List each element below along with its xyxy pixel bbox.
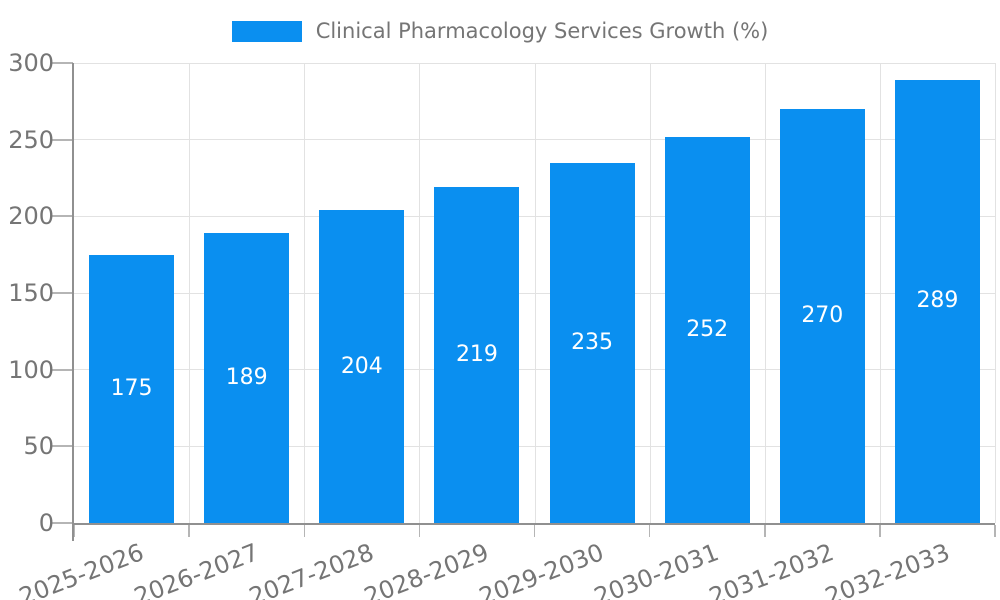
gridline-x — [764, 63, 766, 523]
y-tick — [52, 138, 73, 141]
y-tick-label: 150 — [8, 279, 54, 307]
x-tick-label: 2031-2032 — [705, 538, 838, 600]
bar-2025-2026[interactable] — [89, 254, 175, 523]
bar-value-label: 219 — [455, 342, 498, 368]
y-tick-label: 100 — [8, 355, 54, 384]
bar-value-label: 189 — [225, 365, 268, 391]
x-tick — [303, 525, 305, 537]
gridline-x — [304, 63, 306, 523]
x-tick — [73, 525, 75, 537]
bar-2026-2027[interactable] — [204, 233, 290, 523]
y-tick — [52, 62, 73, 64]
gridline-x — [879, 63, 881, 523]
x-tick-label: 2027-2028 — [245, 538, 378, 600]
y-tick-label: 300 — [8, 49, 54, 77]
gridline-x — [534, 63, 536, 523]
y-tick — [52, 445, 73, 448]
y-tick — [52, 292, 73, 294]
bar-2031-2032[interactable] — [779, 109, 865, 523]
gridline-x — [995, 63, 996, 523]
y-axis-line — [72, 63, 74, 541]
y-tick — [52, 368, 73, 371]
bar-value-label: 270 — [801, 303, 844, 328]
x-tick — [994, 525, 996, 537]
y-tick-label: 50 — [23, 432, 54, 461]
bar-2028-2029[interactable] — [434, 187, 520, 523]
x-tick — [764, 525, 766, 537]
y-tick-label: 250 — [8, 125, 54, 154]
bar-value-label: 235 — [571, 329, 614, 355]
bar-value-label: 175 — [110, 375, 153, 401]
x-tick-label: 2028-2029 — [360, 538, 493, 600]
x-tick — [879, 525, 881, 537]
bar-value-label: 204 — [340, 353, 383, 379]
gridline-x — [419, 63, 421, 523]
bar-value-label: 289 — [916, 288, 959, 314]
y-tick-label: 0 — [38, 509, 54, 537]
x-tick-label: 2032-2033 — [820, 538, 954, 600]
y-tick-label: 200 — [8, 202, 54, 231]
legend-swatch — [231, 20, 302, 42]
gridline-x — [189, 63, 191, 523]
legend-label: Clinical Pharmacology Services Growth (%… — [315, 19, 769, 43]
y-tick — [52, 215, 73, 218]
x-tick — [418, 525, 421, 537]
y-tick — [52, 522, 73, 524]
bar-2029-2030[interactable] — [549, 162, 635, 523]
gridline-x — [649, 63, 651, 523]
bar-2030-2031[interactable] — [664, 136, 750, 523]
x-tick — [533, 525, 536, 537]
x-tick — [188, 525, 190, 537]
x-tick-label: 2029-2030 — [475, 538, 608, 600]
bar-value-label: 252 — [686, 316, 729, 342]
chart-legend[interactable]: Clinical Pharmacology Services Growth (%… — [0, 19, 1000, 43]
x-tick-label: 2026-2027 — [130, 538, 263, 600]
bar-2027-2028[interactable] — [319, 210, 405, 523]
x-axis-line — [72, 523, 995, 525]
bar-2032-2033[interactable] — [894, 79, 980, 523]
x-tick — [648, 525, 651, 537]
x-tick-label: 2030-2031 — [590, 538, 723, 600]
x-tick-label: 2025-2026 — [15, 538, 148, 600]
